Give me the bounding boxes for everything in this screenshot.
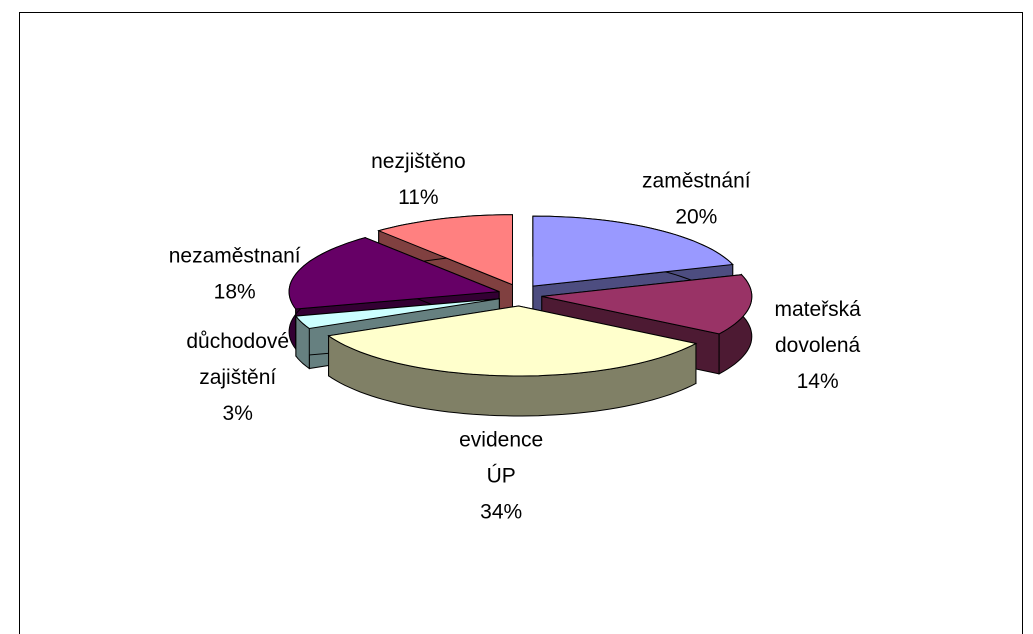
slice-top bbox=[288, 237, 500, 310]
data-label: zaměstnání 20% bbox=[642, 169, 751, 228]
category-label: důchodové zajištění bbox=[186, 329, 289, 388]
slice-top bbox=[294, 298, 500, 330]
value-label: 14% bbox=[797, 369, 839, 392]
slice-top bbox=[532, 215, 734, 287]
value-label: 18% bbox=[214, 280, 256, 303]
label-line: důchodové bbox=[186, 329, 289, 352]
value-label: 34% bbox=[480, 500, 522, 523]
data-label: nezaměstnaní 18% bbox=[169, 244, 301, 303]
data-label: mateřská dovolená 14% bbox=[774, 297, 861, 392]
category-label: nezaměstnaní bbox=[169, 244, 301, 267]
category-label: evidence ÚP bbox=[459, 428, 543, 487]
label-line: nezjištěno bbox=[371, 149, 466, 172]
pie-slice bbox=[327, 305, 698, 417]
category-label: nezjištěno bbox=[371, 149, 466, 172]
value-label: 20% bbox=[675, 205, 717, 228]
value-label: 11% bbox=[398, 185, 438, 208]
slice-top bbox=[541, 274, 753, 335]
slice-top bbox=[377, 214, 513, 286]
data-label: evidence ÚP 34% bbox=[459, 428, 543, 523]
data-label: důchodové zajištění 3% bbox=[186, 329, 289, 424]
label-line: mateřská bbox=[774, 297, 861, 320]
category-label: mateřská dovolená bbox=[774, 297, 861, 356]
label-line: dovolená bbox=[775, 333, 861, 356]
slice-top bbox=[327, 305, 698, 377]
label-line: zaměstnání bbox=[642, 169, 751, 192]
label-line: evidence bbox=[459, 428, 543, 451]
value-label: 3% bbox=[223, 401, 253, 424]
label-line: ÚP bbox=[487, 464, 516, 487]
label-line: zajištění bbox=[199, 365, 276, 388]
data-label: nezjištěno 11% bbox=[371, 149, 466, 208]
label-line: nezaměstnaní bbox=[169, 244, 301, 267]
category-label: zaměstnání bbox=[642, 169, 751, 192]
